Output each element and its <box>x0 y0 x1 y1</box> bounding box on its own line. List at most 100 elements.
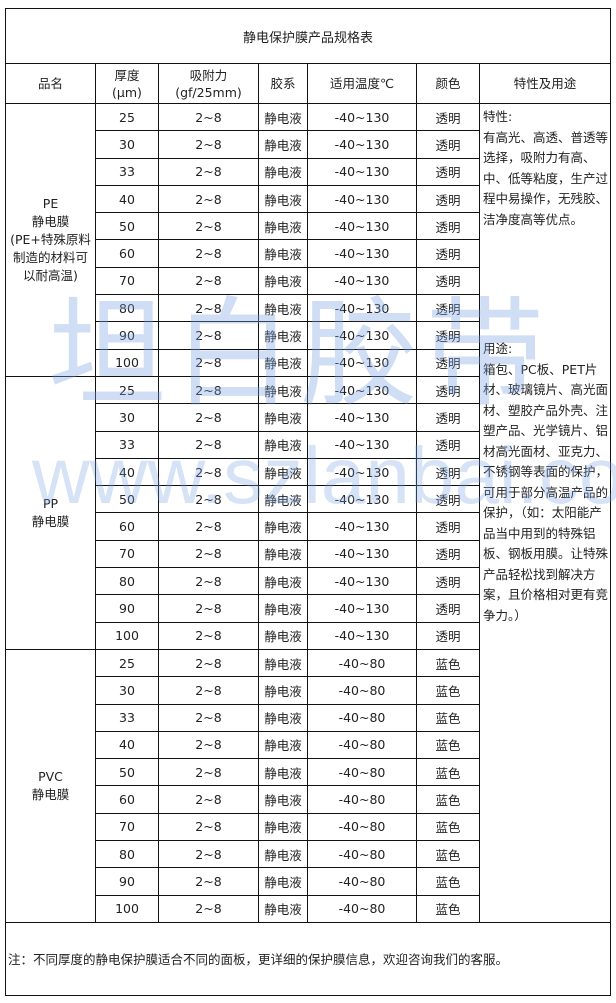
color-cell: 透明 <box>416 184 480 214</box>
adhesion-cell: 2~8 <box>158 212 259 241</box>
header-glue: 胶系 <box>258 63 308 104</box>
table-row: 60 2~8 静电液 -40~80 蓝色 <box>6 785 611 814</box>
table-row: PE 静电膜 (PE+特殊原料 制造的材料可 以耐高温) 25 2~8 静电液 -40~130 透… <box>5 102 612 923</box>
temp-cell: -40~130 <box>307 184 417 214</box>
thickness-cell: 40 <box>95 184 159 214</box>
table-row: 70 2~8 静电液 -40~130 透明 <box>6 539 611 569</box>
header-adhesion: 吸附力 (gf/25mm) <box>158 63 259 104</box>
table-title: 静电保护膜产品规格表 <box>4 8 612 64</box>
glue-cell: 静电液 <box>258 676 308 705</box>
temp-cell: -40~130 <box>307 403 417 432</box>
temp-cell: -40~130 <box>307 239 417 268</box>
thickness-cell: 80 <box>95 567 159 596</box>
color-cell: 透明 <box>416 321 480 350</box>
glue-cell: 静电液 <box>258 102 308 132</box>
thickness-cell: 40 <box>95 730 159 760</box>
glue-cell: 静电液 <box>258 266 308 296</box>
temp-cell: -40~130 <box>307 485 417 514</box>
glue-cell: 静电液 <box>258 485 308 514</box>
adhesion-cell: 2~8 <box>158 840 259 869</box>
header-temp: 适用温度℃ <box>307 63 417 104</box>
thickness-cell: 60 <box>95 785 159 814</box>
color-cell: 透明 <box>416 157 480 186</box>
color-cell: 蓝色 <box>416 812 480 842</box>
thickness-cell: 70 <box>95 539 159 569</box>
glue-cell: 静电液 <box>258 539 308 569</box>
thickness-cell: 40 <box>95 457 159 487</box>
thickness-cell: 100 <box>95 894 159 923</box>
temp-cell: -40~80 <box>307 648 417 678</box>
table-row: 33 2~8 静电液 -40~80 蓝色 <box>6 703 611 732</box>
thickness-cell: 30 <box>95 130 159 159</box>
thickness-cell: 25 <box>95 375 159 405</box>
adhesion-cell: 2~8 <box>158 730 259 760</box>
color-cell: 透明 <box>416 403 480 432</box>
adhesion-cell: 2~8 <box>158 648 259 678</box>
color-cell: 透明 <box>416 621 480 650</box>
table-row: 90 2~8 静电液 -40~130 透明 <box>6 594 611 623</box>
glue-cell: 静电液 <box>258 430 308 459</box>
temp-cell: -40~130 <box>307 457 417 487</box>
thickness-cell: 50 <box>95 758 159 787</box>
temp-cell: -40~80 <box>307 840 417 869</box>
temp-cell: -40~130 <box>307 594 417 623</box>
color-cell: 透明 <box>416 512 480 541</box>
color-cell: 透明 <box>416 266 480 296</box>
adhesion-cell: 2~8 <box>158 130 259 159</box>
table-row: 80 2~8 静电液 -40~80 蓝色 <box>6 840 611 869</box>
adhesion-cell: 2~8 <box>158 348 259 377</box>
thickness-cell: 50 <box>95 485 159 514</box>
header-features: 特性及用途 <box>478 63 612 104</box>
temp-cell: -40~80 <box>307 867 417 896</box>
adhesion-cell: 2~8 <box>158 403 259 432</box>
spec-table: 静电保护膜产品规格表 品名 厚度 (μm) 吸附力 (gf/25mm) 胶系 适用温… <box>4 8 612 996</box>
glue-cell: 静电液 <box>258 403 308 432</box>
thickness-cell: 33 <box>95 157 159 186</box>
temp-cell: -40~130 <box>307 430 417 459</box>
color-cell: 蓝色 <box>416 840 480 869</box>
color-cell: 透明 <box>416 457 480 487</box>
glue-cell: 静电液 <box>258 621 308 650</box>
glue-cell: 静电液 <box>258 294 308 323</box>
temp-cell: -40~80 <box>307 785 417 814</box>
adhesion-cell: 2~8 <box>158 867 259 896</box>
adhesion-cell: 2~8 <box>158 457 259 487</box>
thickness-cell: 33 <box>95 703 159 732</box>
thickness-cell: 80 <box>95 294 159 323</box>
thickness-cell: 100 <box>95 348 159 377</box>
table-row: 60 2~8 静电液 -40~130 透明 <box>6 512 611 541</box>
adhesion-cell: 2~8 <box>158 539 259 569</box>
glue-cell: 静电液 <box>258 348 308 377</box>
adhesion-cell: 2~8 <box>158 758 259 787</box>
table-row: 80 2~8 静电液 -40~130 透明 <box>6 567 611 596</box>
adhesion-cell: 2~8 <box>158 785 259 814</box>
table-row: 33 2~8 静电液 -40~130 透明 <box>6 430 611 459</box>
footer-note: 注：不同厚度的静电保护膜适合不同的面板，更详细的保护膜信息，欢迎咨询我们的客服。 <box>4 921 612 996</box>
temp-cell: -40~130 <box>307 348 417 377</box>
glue-cell: 静电液 <box>258 239 308 268</box>
glue-cell: 静电液 <box>258 567 308 596</box>
thickness-cell: 25 <box>95 102 159 132</box>
color-cell: 蓝色 <box>416 676 480 705</box>
glue-cell: 静电液 <box>258 321 308 350</box>
header-color: 颜色 <box>416 63 480 104</box>
temp-cell: -40~130 <box>307 375 417 405</box>
table-row: 60 2~8 静电液 -40~130 透明 <box>6 239 611 268</box>
temp-cell: -40~130 <box>307 621 417 650</box>
glue-cell: 静电液 <box>258 785 308 814</box>
thickness-cell: 70 <box>95 266 159 296</box>
thickness-cell: 90 <box>95 594 159 623</box>
temp-cell: -40~130 <box>307 294 417 323</box>
color-cell: 透明 <box>416 539 480 569</box>
temp-cell: -40~80 <box>307 812 417 842</box>
color-cell: 蓝色 <box>416 758 480 787</box>
adhesion-cell: 2~8 <box>158 485 259 514</box>
temp-cell: -40~130 <box>307 157 417 186</box>
thickness-cell: 80 <box>95 840 159 869</box>
color-cell: 透明 <box>416 567 480 596</box>
color-cell: 蓝色 <box>416 730 480 760</box>
adhesion-cell: 2~8 <box>158 375 259 405</box>
header-thickness: 厚度 (μm) <box>95 63 159 104</box>
color-cell: 蓝色 <box>416 785 480 814</box>
glue-cell: 静电液 <box>258 375 308 405</box>
